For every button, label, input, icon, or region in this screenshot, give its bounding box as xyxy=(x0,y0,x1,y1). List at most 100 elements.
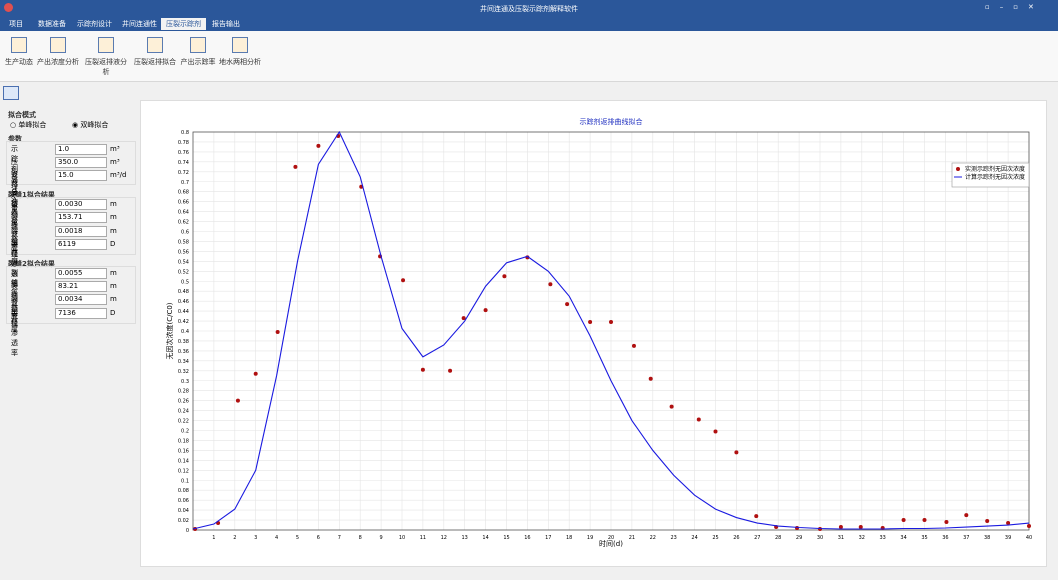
data-point xyxy=(253,371,258,376)
tab[interactable]: 压裂示踪剂 xyxy=(161,18,206,30)
y-tick-label: 0.78 xyxy=(178,140,189,146)
x-tick-label: 21 xyxy=(629,535,635,541)
ribbon-button[interactable]: 地水两相分析 xyxy=(219,31,261,67)
x-tick-label: 36 xyxy=(942,535,948,541)
y-tick-label: 0.28 xyxy=(178,389,189,395)
tab[interactable]: 项目 xyxy=(9,20,23,28)
data-point xyxy=(275,329,280,334)
y-tick-label: 0.56 xyxy=(178,249,189,255)
tab[interactable]: 数据准备 xyxy=(38,20,66,28)
x-tick-label: 13 xyxy=(462,535,468,541)
field-unit: m xyxy=(110,282,117,290)
ribbon-button[interactable]: 压裂返排拟合 xyxy=(132,31,178,67)
data-point xyxy=(548,282,553,287)
field-input[interactable]: 1.0 xyxy=(55,144,107,155)
window-controls[interactable]: ▫–▫✕ xyxy=(985,3,1044,11)
radio[interactable]: ◉ 双峰拟合 xyxy=(72,121,109,129)
field-unit: m³ xyxy=(110,158,120,166)
x-tick-label: 22 xyxy=(650,535,656,541)
tab[interactable]: 示踪剂设计 xyxy=(77,20,112,28)
field-input[interactable]: 153.71 xyxy=(55,212,107,223)
data-line xyxy=(192,130,1030,530)
field-input[interactable]: 0.0030 xyxy=(55,199,107,210)
field-input[interactable]: 83.21 xyxy=(55,281,107,292)
icon xyxy=(232,37,248,53)
x-tick-label: 12 xyxy=(441,535,447,541)
mode-title: 拟合模式 xyxy=(8,111,36,119)
ribbon-button[interactable]: 压裂返排液分析 xyxy=(82,31,130,77)
window-title: 井间连通及压裂示踪剂解释软件 xyxy=(480,5,578,13)
data-point xyxy=(858,525,863,530)
legend-marker xyxy=(956,167,960,171)
data-point xyxy=(648,376,653,381)
field-label: 裂缝开度 xyxy=(11,227,18,265)
y-tick-label: 0.38 xyxy=(178,339,189,345)
x-tick-label: 11 xyxy=(420,535,426,541)
data-point xyxy=(944,520,949,525)
chart-panel xyxy=(140,100,1047,567)
frac2-title: 裂缝2拟合结果 xyxy=(8,260,55,268)
legend-box xyxy=(951,162,1030,188)
y-tick-label: 0.4 xyxy=(181,329,189,335)
x-tick-label: 15 xyxy=(503,535,509,541)
x-tick-label: 37 xyxy=(963,535,969,541)
y-tick-label: 0.52 xyxy=(178,269,189,275)
x-tick-label: 8 xyxy=(359,535,362,541)
data-point xyxy=(669,404,674,409)
ribbon-label: 压裂返排拟合 xyxy=(134,58,176,66)
field-label: 裂缝渗透率 xyxy=(11,240,18,288)
y-tick-label: 0.04 xyxy=(178,508,189,514)
y-tick-label: 0.6 xyxy=(181,230,189,236)
params-title: 参数 xyxy=(8,135,22,143)
x-tick-label: 2 xyxy=(233,535,236,541)
data-point xyxy=(964,513,969,518)
field-label: 压裂液总注入量 xyxy=(11,158,18,226)
field-input[interactable]: 0.0034 xyxy=(55,294,107,305)
icon xyxy=(98,37,114,53)
ribbon-label: 产出浓度分析 xyxy=(37,58,79,66)
y-tick-label: 0.24 xyxy=(178,409,189,415)
field-input[interactable]: 0.0055 xyxy=(55,268,107,279)
field-unit: D xyxy=(110,240,116,248)
field-unit: m³ xyxy=(110,145,120,153)
x-tick-label: 6 xyxy=(317,535,320,541)
field-input[interactable]: 350.0 xyxy=(55,157,107,168)
ribbon-button[interactable]: 产出示踪率 xyxy=(179,31,217,67)
x-tick-label: 24 xyxy=(691,535,697,541)
data-point xyxy=(461,316,466,321)
field-input[interactable]: 0.0018 xyxy=(55,226,107,237)
field-input[interactable]: 15.0 xyxy=(55,170,107,181)
tab[interactable]: 报告输出 xyxy=(212,20,240,28)
data-point xyxy=(1006,521,1011,526)
y-tick-label: 0.46 xyxy=(178,299,189,305)
y-tick-label: 0.3 xyxy=(181,379,189,385)
y-tick-label: 0.42 xyxy=(178,319,189,325)
field-label: 返排产量 xyxy=(11,171,18,209)
radio-label: 单峰拟合 xyxy=(18,121,47,129)
table-button[interactable] xyxy=(3,86,19,100)
x-tick-label: 1 xyxy=(212,535,215,541)
ribbon-button[interactable]: 生产动态 xyxy=(3,31,35,67)
y-tick-label: 0.1 xyxy=(181,478,189,484)
data-point xyxy=(713,429,718,434)
x-tick-label: 26 xyxy=(733,535,739,541)
radio[interactable]: ○ 单峰拟合 xyxy=(10,121,47,129)
tab[interactable]: 井间连通性 xyxy=(122,20,157,28)
field-label: 示踪剂总注入量 xyxy=(11,145,18,213)
y-tick-label: 0.68 xyxy=(178,190,189,196)
x-tick-label: 7 xyxy=(338,535,341,541)
y-axis-label: 无因次浓度(C/C0) xyxy=(165,302,174,359)
data-point xyxy=(922,518,927,523)
ribbon-button[interactable]: 产出浓度分析 xyxy=(36,31,80,67)
x-tick-label: 27 xyxy=(754,535,760,541)
field-unit: m xyxy=(110,269,117,277)
title-bar: 井间连通及压裂示踪剂解释软件 ▫–▫✕ 项目 数据准备 示踪剂设计 井间连通性 压裂示踪… xyxy=(0,0,1058,31)
data-point xyxy=(985,519,990,524)
field-input[interactable]: 7136 xyxy=(55,308,107,319)
app-icon[interactable] xyxy=(4,3,13,12)
data-point xyxy=(293,164,298,169)
ribbon-label: 生产动态 xyxy=(5,58,33,66)
x-tick-label: 17 xyxy=(545,535,551,541)
field-input[interactable]: 6119 xyxy=(55,239,107,250)
